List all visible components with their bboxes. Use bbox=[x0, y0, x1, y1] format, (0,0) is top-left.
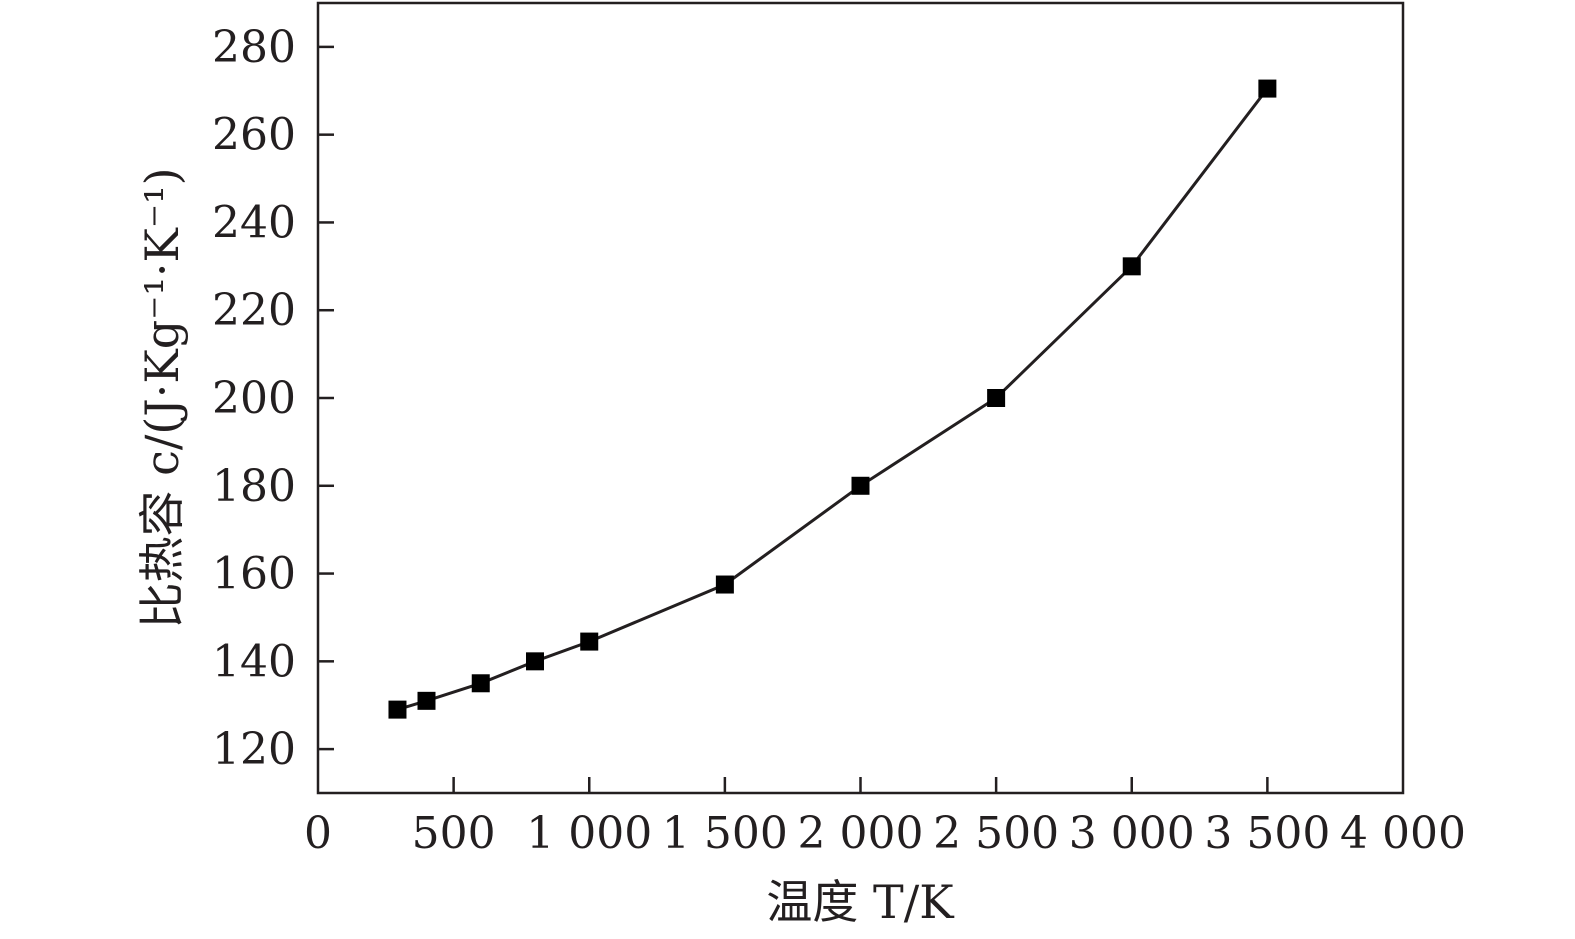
data-point-marker bbox=[388, 700, 407, 719]
x-tick-label: 0 bbox=[304, 808, 332, 859]
x-tick-label: 2 000 bbox=[798, 808, 924, 859]
data-point-marker bbox=[1258, 79, 1277, 98]
y-tick-label: 160 bbox=[212, 549, 296, 600]
data-point-marker bbox=[417, 691, 436, 710]
y-tick-label: 260 bbox=[212, 110, 296, 161]
x-tick-label: 1 500 bbox=[662, 808, 788, 859]
x-tick-label: 1 000 bbox=[526, 808, 652, 859]
y-tick-label: 240 bbox=[212, 197, 296, 248]
x-tick-label: 2 500 bbox=[933, 808, 1059, 859]
series-line bbox=[397, 87, 1269, 712]
x-axis-ticks: 0 500 1 000 1 500 2 000 2 500 3 000 3 500 4 000 bbox=[304, 777, 1466, 859]
x-tick-label: 3 500 bbox=[1204, 808, 1330, 859]
y-tick-label: 180 bbox=[212, 461, 296, 512]
series-lines bbox=[397, 87, 1269, 712]
y-axis-ticks: 120 140 160 180 200 220 240 260 280 bbox=[212, 22, 334, 775]
y-tick-label: 220 bbox=[212, 285, 296, 336]
y-tick-label: 280 bbox=[212, 22, 296, 73]
y-tick-label: 140 bbox=[212, 636, 296, 687]
data-point-marker bbox=[987, 389, 1006, 407]
x-tick-label: 3 000 bbox=[1069, 808, 1195, 859]
y-tick-label: 200 bbox=[212, 373, 296, 424]
series-markers bbox=[388, 79, 1277, 719]
x-tick-label: 4 000 bbox=[1340, 808, 1466, 859]
data-point-marker bbox=[715, 575, 734, 594]
x-axis-title: 温度 T/K bbox=[766, 875, 955, 929]
data-point-marker bbox=[1122, 257, 1141, 276]
x-tick-label: 500 bbox=[412, 808, 496, 859]
data-point-marker bbox=[580, 632, 599, 651]
data-point-marker bbox=[526, 652, 544, 671]
y-axis-title: 比热容 c/(J·Kg⁻¹·K⁻¹) bbox=[135, 167, 189, 628]
data-point-marker bbox=[471, 674, 490, 693]
data-point-marker bbox=[851, 476, 870, 495]
y-tick-label: 120 bbox=[212, 724, 296, 775]
